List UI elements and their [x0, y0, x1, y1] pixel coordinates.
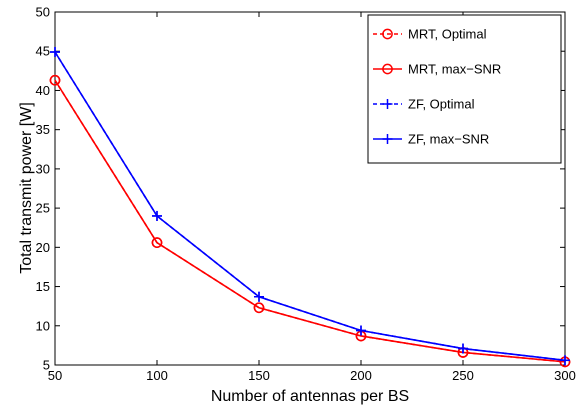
legend-item: ZF, Optimal	[373, 97, 475, 112]
y-tick-label: 15	[36, 279, 50, 294]
x-tick-label: 100	[146, 368, 168, 383]
series-group	[49, 47, 571, 368]
series-line	[54, 51, 566, 362]
y-tick-label: 45	[36, 44, 50, 59]
legend-item: MRT, Optimal	[373, 27, 487, 42]
data-point	[152, 210, 162, 221]
legend-item: MRT, max−SNR	[373, 62, 501, 77]
y-tick-label: 20	[36, 240, 50, 255]
data-point	[356, 325, 366, 336]
x-tick-label: 300	[554, 368, 576, 383]
data-point	[458, 343, 468, 354]
legend-marker	[382, 63, 393, 75]
data-point	[50, 47, 60, 58]
y-tick-label: 40	[36, 83, 50, 98]
legend-label: ZF, Optimal	[408, 97, 475, 112]
y-tick-label: 10	[36, 318, 50, 333]
y-tick-label: 30	[36, 161, 50, 176]
y-axis-label: Total transmit power [W]	[18, 102, 35, 274]
legend-marker	[382, 99, 393, 109]
legend-item: ZF, max−SNR	[373, 132, 489, 147]
legend-label: MRT, max−SNR	[408, 62, 501, 77]
data-point	[151, 237, 163, 248]
x-tick-label: 250	[452, 368, 474, 383]
legend-label: MRT, Optimal	[408, 27, 487, 42]
x-tick-label: 50	[48, 368, 62, 383]
series-3	[50, 47, 570, 366]
y-tick-label: 25	[36, 201, 50, 216]
data-point	[560, 355, 570, 366]
legend-label: ZF, max−SNR	[408, 132, 489, 147]
data-point	[253, 302, 265, 314]
legend-marker	[382, 134, 393, 144]
data-point	[254, 291, 264, 302]
axis-ticks: 50 100 150 200 250 300 5 10 15 20 25 30 35 40 45 50	[36, 5, 576, 384]
y-tick-label: 50	[36, 5, 50, 20]
x-axis-label: Number of antennas per BS	[211, 388, 409, 405]
series-line	[54, 79, 566, 363]
y-tick-label: 35	[36, 122, 50, 137]
legend-marker	[382, 28, 393, 40]
legend: MRT, Optimal MRT, max−SNR ZF, Optimal ZF, m…	[367, 14, 562, 164]
data-point	[49, 74, 61, 86]
x-tick-label: 200	[350, 368, 372, 383]
y-tick-label: 5	[43, 358, 50, 373]
x-tick-label: 150	[248, 368, 270, 383]
